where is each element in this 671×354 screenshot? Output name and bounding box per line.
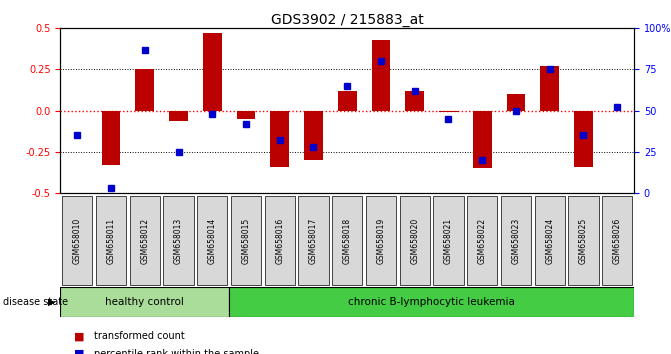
Bar [203, 33, 221, 111]
Text: GSM658011: GSM658011 [107, 218, 115, 264]
Text: GSM658015: GSM658015 [242, 218, 250, 264]
Bar [507, 94, 525, 111]
Text: GSM658020: GSM658020 [410, 218, 419, 264]
Bar [338, 91, 356, 111]
Bar [169, 111, 188, 120]
FancyBboxPatch shape [130, 196, 160, 285]
FancyBboxPatch shape [366, 196, 396, 285]
Text: GSM658026: GSM658026 [613, 218, 622, 264]
FancyBboxPatch shape [467, 196, 497, 285]
Bar [102, 111, 120, 165]
Text: GSM658016: GSM658016 [275, 218, 285, 264]
Text: disease state: disease state [3, 297, 68, 307]
Text: transformed count: transformed count [94, 331, 185, 341]
FancyBboxPatch shape [299, 196, 329, 285]
Text: percentile rank within the sample: percentile rank within the sample [94, 349, 259, 354]
Text: ▶: ▶ [48, 297, 56, 307]
FancyBboxPatch shape [231, 196, 261, 285]
Text: GSM658023: GSM658023 [511, 218, 521, 264]
Bar [473, 111, 492, 168]
FancyBboxPatch shape [60, 287, 229, 317]
Text: GSM658013: GSM658013 [174, 218, 183, 264]
FancyBboxPatch shape [264, 196, 295, 285]
FancyBboxPatch shape [501, 196, 531, 285]
FancyBboxPatch shape [332, 196, 362, 285]
Text: GSM658025: GSM658025 [579, 218, 588, 264]
Text: GSM658022: GSM658022 [478, 218, 486, 264]
Bar [540, 66, 559, 111]
FancyBboxPatch shape [433, 196, 464, 285]
Bar [574, 111, 592, 167]
Bar [136, 69, 154, 111]
FancyBboxPatch shape [535, 196, 565, 285]
Text: ■: ■ [74, 331, 85, 341]
FancyBboxPatch shape [399, 196, 430, 285]
FancyBboxPatch shape [568, 196, 599, 285]
Bar [440, 111, 458, 112]
FancyBboxPatch shape [229, 287, 634, 317]
Text: GSM658018: GSM658018 [343, 218, 352, 264]
FancyBboxPatch shape [96, 196, 126, 285]
Text: ■: ■ [74, 349, 85, 354]
Text: GSM658014: GSM658014 [208, 218, 217, 264]
Text: GSM658010: GSM658010 [72, 218, 82, 264]
Text: GSM658021: GSM658021 [444, 218, 453, 264]
FancyBboxPatch shape [602, 196, 632, 285]
FancyBboxPatch shape [163, 196, 194, 285]
Title: GDS3902 / 215883_at: GDS3902 / 215883_at [271, 13, 423, 27]
Bar [372, 40, 391, 111]
Text: chronic B-lymphocytic leukemia: chronic B-lymphocytic leukemia [348, 297, 515, 307]
Bar [304, 111, 323, 160]
Text: GSM658012: GSM658012 [140, 218, 149, 264]
Bar [405, 91, 424, 111]
Bar [270, 111, 289, 167]
Text: GSM658017: GSM658017 [309, 218, 318, 264]
Text: GSM658024: GSM658024 [546, 218, 554, 264]
FancyBboxPatch shape [197, 196, 227, 285]
Bar [237, 111, 255, 119]
Text: healthy control: healthy control [105, 297, 185, 307]
Text: GSM658019: GSM658019 [376, 218, 386, 264]
FancyBboxPatch shape [62, 196, 93, 285]
